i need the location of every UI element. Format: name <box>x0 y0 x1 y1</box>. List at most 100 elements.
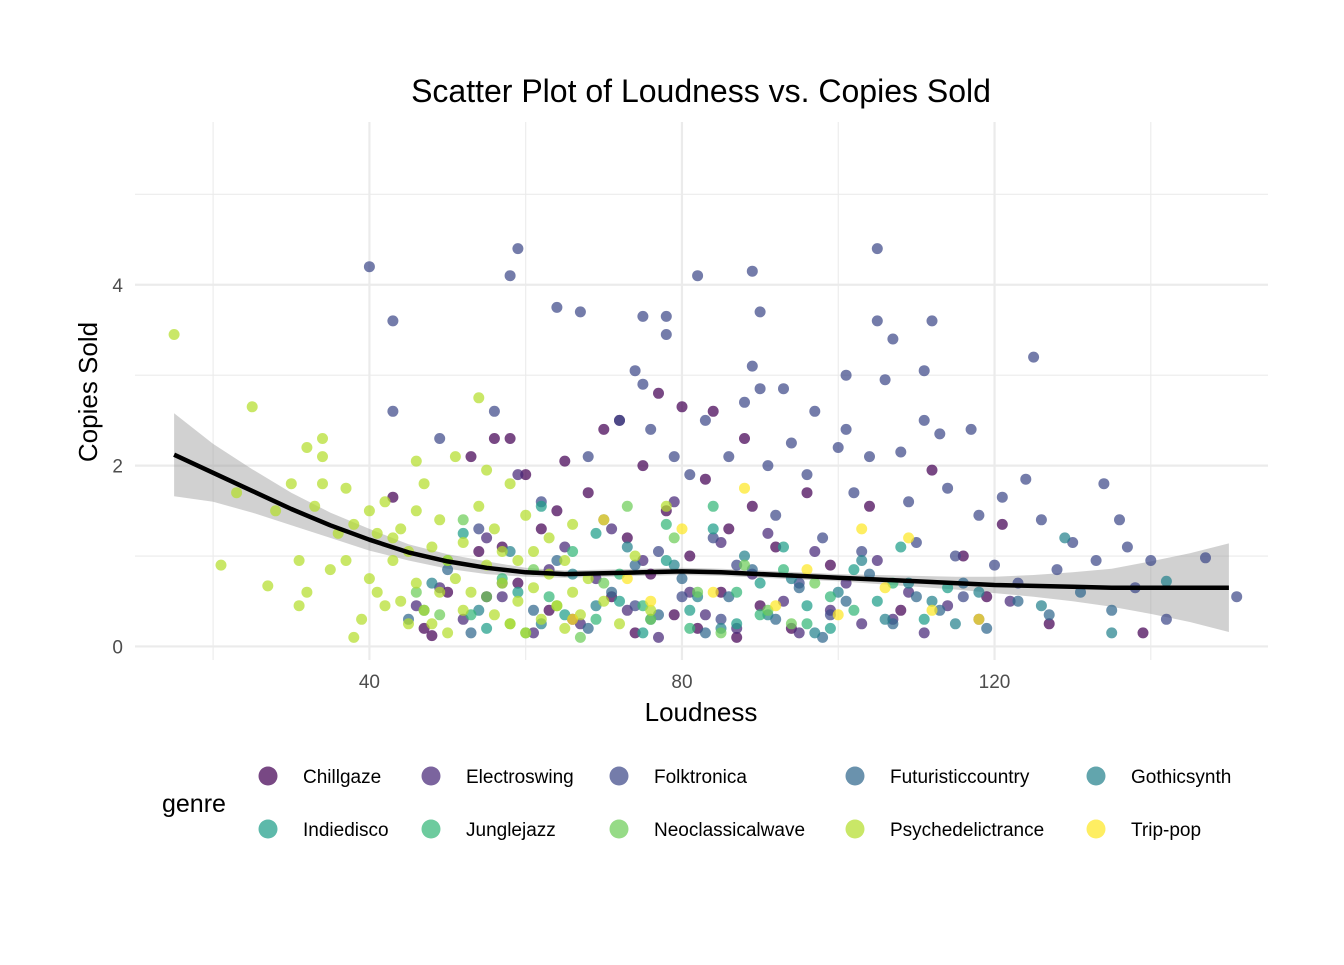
data-point <box>895 541 907 553</box>
data-point <box>676 591 688 603</box>
data-point <box>614 595 625 607</box>
data-point <box>926 464 938 476</box>
data-point <box>973 586 985 598</box>
legend-key <box>421 819 441 839</box>
data-point <box>1145 555 1157 566</box>
data-point <box>645 423 657 435</box>
data-point <box>660 310 672 322</box>
data-point <box>746 500 758 512</box>
legend-label: Chillgaze <box>303 767 381 788</box>
data-point <box>840 423 852 435</box>
data-point <box>676 573 688 585</box>
data-point <box>457 604 469 616</box>
data-point <box>598 577 610 589</box>
data-point <box>809 405 821 417</box>
data-point <box>637 460 649 472</box>
data-point <box>574 306 586 318</box>
data-point <box>918 365 930 377</box>
data-point <box>949 550 961 562</box>
data-point <box>590 527 602 539</box>
data-point <box>410 577 422 589</box>
data-point <box>598 423 610 435</box>
data-point <box>621 573 633 585</box>
legend-item-gothicsynth: Gothicsynth <box>1086 766 1231 788</box>
data-point <box>395 595 407 607</box>
data-point <box>528 546 539 557</box>
data-point <box>739 559 750 571</box>
data-point <box>809 577 821 589</box>
data-point <box>1020 473 1032 485</box>
data-point <box>504 433 516 444</box>
data-point <box>692 270 704 282</box>
legend-item-trip-pop: Trip-pop <box>1086 819 1201 841</box>
data-point <box>1075 586 1086 598</box>
data-point <box>301 442 313 453</box>
data-point <box>778 383 789 395</box>
data-point <box>285 478 297 490</box>
data-point <box>848 564 860 576</box>
legend-item-folktronica: Folktronica <box>609 766 747 788</box>
data-point <box>957 550 969 562</box>
data-point <box>262 580 274 592</box>
data-point <box>543 591 555 603</box>
legend-key <box>845 766 865 786</box>
data-point <box>582 487 594 499</box>
data-point <box>856 618 868 630</box>
data-point <box>528 582 539 594</box>
data-point <box>340 555 352 566</box>
data-point <box>918 627 930 639</box>
data-point <box>942 482 954 494</box>
data-point <box>660 329 672 340</box>
data-point <box>699 609 711 621</box>
data-point <box>660 500 672 512</box>
data-point <box>426 577 438 589</box>
data-point <box>895 446 907 458</box>
data-point <box>856 555 868 566</box>
data-point <box>731 559 743 571</box>
data-point <box>598 595 610 607</box>
data-point <box>473 392 485 404</box>
data-point <box>215 559 227 571</box>
data-point <box>481 622 493 634</box>
data-point <box>442 564 454 576</box>
data-point <box>598 514 610 526</box>
data-point <box>606 523 618 535</box>
data-point <box>457 527 469 539</box>
data-point <box>1012 595 1024 607</box>
data-point <box>746 360 758 372</box>
data-point <box>434 586 446 598</box>
data-point <box>403 618 414 630</box>
data-point <box>434 514 446 526</box>
series-chillgaze <box>387 387 1149 643</box>
data-point <box>426 630 438 642</box>
legend-label: Psychedelictrance <box>890 820 1044 841</box>
data-point <box>512 243 524 255</box>
data-point <box>356 613 368 625</box>
series-psychedelictrance <box>168 329 672 643</box>
data-point <box>1114 514 1125 526</box>
data-point <box>668 532 680 544</box>
data-point <box>949 618 961 630</box>
data-point <box>668 451 680 463</box>
data-point <box>567 613 579 625</box>
data-point <box>645 604 657 616</box>
data-point <box>293 555 305 566</box>
data-point <box>707 523 719 535</box>
data-point <box>614 414 625 426</box>
data-point <box>512 577 524 589</box>
data-point <box>567 518 579 530</box>
data-point <box>989 559 1000 571</box>
data-point <box>496 591 508 603</box>
data-point <box>418 604 430 616</box>
data-point <box>512 586 524 598</box>
data-point <box>520 469 532 481</box>
data-point <box>348 518 360 530</box>
data-point <box>293 600 305 612</box>
data-point <box>926 595 938 607</box>
data-point <box>903 496 915 508</box>
data-point <box>535 523 547 535</box>
data-point <box>871 595 883 607</box>
data-point <box>395 523 407 535</box>
legend-item-electroswing: Electroswing <box>421 766 574 788</box>
